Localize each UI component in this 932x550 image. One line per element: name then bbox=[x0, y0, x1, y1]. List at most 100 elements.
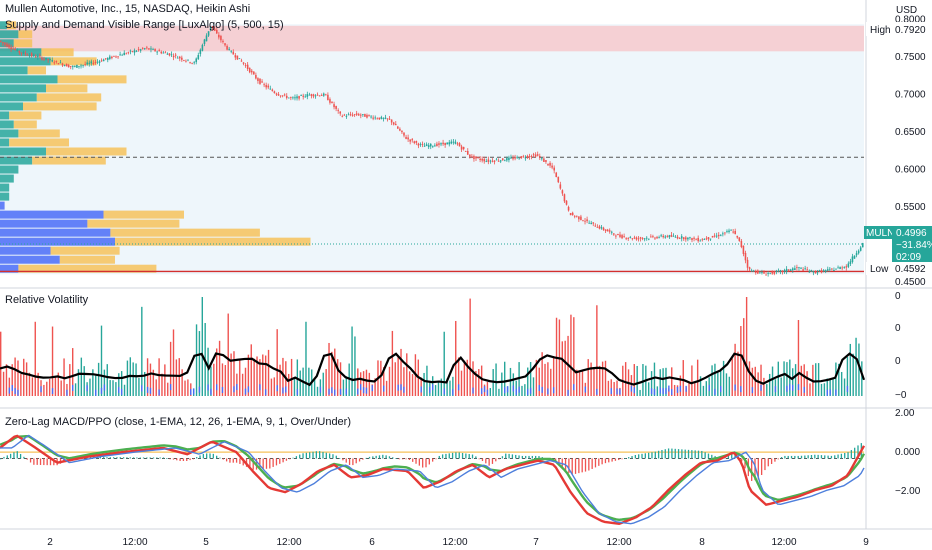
candle-body bbox=[750, 270, 753, 272]
time-tick-label: 12:00 bbox=[606, 537, 631, 548]
candle-body bbox=[273, 91, 276, 94]
macd-histogram-bar bbox=[515, 454, 517, 459]
macd-histogram-bar bbox=[365, 457, 367, 459]
candle-body bbox=[111, 56, 113, 59]
macd-histogram-bar bbox=[319, 451, 321, 459]
macd-histogram-bar bbox=[425, 458, 427, 468]
candle-body bbox=[440, 143, 442, 145]
candle-body bbox=[835, 268, 837, 270]
profile-up-bar bbox=[0, 66, 28, 75]
candle-body bbox=[514, 156, 516, 159]
candle-body bbox=[10, 47, 12, 49]
volatility-bar bbox=[31, 377, 34, 396]
candle-body bbox=[662, 235, 664, 238]
macd-histogram-bar bbox=[262, 458, 264, 470]
volatility-bar bbox=[288, 373, 290, 396]
macd-histogram-bar bbox=[767, 458, 769, 467]
profile-down-bar bbox=[36, 93, 102, 102]
change-pct: −31.84% bbox=[896, 240, 932, 251]
candle-body bbox=[504, 160, 506, 162]
macd-histogram-bar bbox=[754, 458, 756, 481]
candle-body bbox=[608, 230, 611, 232]
candle-body bbox=[335, 105, 337, 109]
volatility-base-bar bbox=[483, 386, 486, 393]
macd-histogram-bar bbox=[348, 458, 351, 465]
volatility-bar bbox=[230, 353, 232, 396]
volatility-bar bbox=[495, 363, 497, 396]
macd-histogram-bar bbox=[820, 455, 823, 459]
candle-body bbox=[6, 43, 8, 47]
macd-line bbox=[0, 434, 866, 525]
volatility-base-bar bbox=[264, 389, 267, 396]
candle-body bbox=[263, 84, 265, 86]
candle-body bbox=[442, 142, 444, 145]
macd-histogram-bar bbox=[511, 454, 514, 459]
volatility-bar bbox=[659, 369, 661, 396]
macd-histogram-bar bbox=[584, 458, 587, 472]
macd-histogram-bar bbox=[305, 452, 308, 459]
time-axis[interactable]: 2 12:00 5 12:00 6 12:00 7 12:00 8 12:00 9 bbox=[47, 537, 869, 548]
candle-body bbox=[45, 57, 47, 60]
candle-body bbox=[757, 270, 759, 274]
macd-histogram-bar bbox=[535, 455, 537, 459]
volatility-bar bbox=[823, 383, 826, 396]
volatility-base-bar bbox=[420, 386, 422, 393]
candle-body bbox=[357, 114, 360, 116]
candle-body bbox=[812, 271, 815, 273]
candle-body bbox=[450, 141, 453, 144]
volatility-bar bbox=[362, 371, 365, 396]
supply-zone bbox=[0, 25, 864, 52]
candle-body bbox=[726, 231, 728, 232]
volatility-bar bbox=[783, 361, 785, 396]
macd-histogram-bar bbox=[116, 457, 118, 459]
volatility-base-bar bbox=[345, 388, 347, 395]
time-tick-label: 2 bbox=[47, 537, 53, 548]
candle-body bbox=[619, 234, 621, 237]
volatility-bar bbox=[624, 362, 627, 396]
candle-body bbox=[824, 270, 827, 272]
macd-histogram-bar bbox=[66, 458, 68, 461]
candle-body bbox=[746, 259, 749, 268]
candle-body bbox=[39, 55, 41, 57]
volatility-bar bbox=[826, 378, 828, 396]
candle-body bbox=[559, 184, 562, 189]
candle-body bbox=[859, 247, 862, 251]
macd-histogram-bar bbox=[265, 458, 268, 469]
candle-body bbox=[670, 234, 673, 237]
candle-body bbox=[518, 158, 520, 160]
macd-histogram-bar bbox=[402, 458, 404, 460]
volatility-bar bbox=[167, 382, 169, 396]
macd-histogram-bar bbox=[6, 455, 8, 459]
macd-histogram-bar bbox=[777, 458, 779, 460]
macd-histogram-bar bbox=[478, 458, 480, 460]
volatility-base-bar bbox=[198, 386, 201, 393]
candle-body bbox=[137, 49, 140, 51]
macd-histogram-bar bbox=[604, 458, 607, 464]
volatility-bar bbox=[267, 349, 270, 396]
candle-body bbox=[456, 143, 459, 145]
volatility-base-bar bbox=[506, 386, 509, 393]
candle-body bbox=[485, 161, 488, 162]
candle-body bbox=[80, 65, 82, 67]
candle-body bbox=[399, 128, 401, 131]
macd-histogram-bar bbox=[498, 458, 500, 460]
macd-histogram-bar bbox=[209, 453, 211, 459]
candle-body bbox=[22, 52, 25, 54]
volatility-base-bar bbox=[14, 388, 16, 395]
volatility-tick-2: 0 bbox=[895, 323, 901, 334]
volatility-bar bbox=[316, 386, 319, 396]
macd-histogram-bar bbox=[325, 452, 327, 459]
macd-histogram-bar bbox=[731, 453, 733, 459]
candle-body bbox=[113, 55, 115, 57]
volatility-bar bbox=[803, 364, 805, 396]
candle-body bbox=[403, 132, 405, 136]
low-label: Low bbox=[870, 264, 889, 275]
volatility-bar bbox=[524, 384, 526, 396]
macd-histogram-bar bbox=[677, 449, 680, 459]
candle-body bbox=[2, 42, 4, 44]
macd-histogram-bar bbox=[295, 456, 298, 459]
volatility-bar bbox=[270, 378, 273, 396]
volatility-line bbox=[0, 352, 866, 387]
candle-body bbox=[337, 110, 339, 111]
